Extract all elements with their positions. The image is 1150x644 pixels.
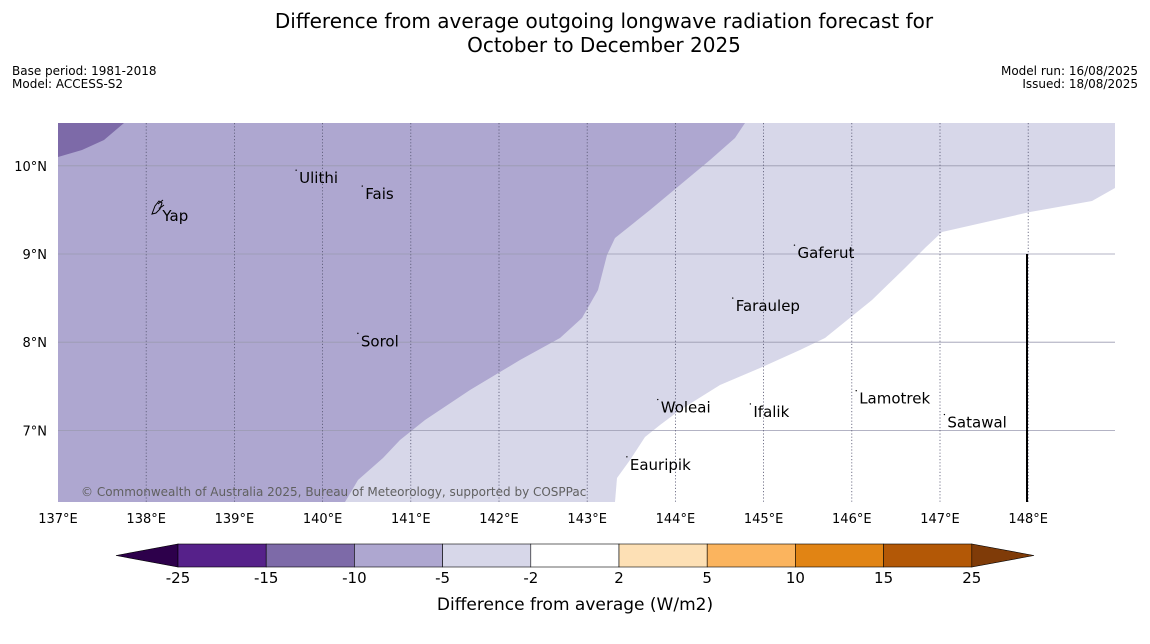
region-lavender	[58, 123, 745, 502]
place-marker	[158, 207, 161, 209]
colorbar-segment	[706, 543, 796, 568]
place-label: Gaferut	[797, 244, 854, 262]
place-marker	[732, 297, 734, 299]
place-label: Ifalik	[753, 403, 789, 421]
lon-tick-label: 139°E	[215, 512, 255, 527]
place-label: Sorol	[361, 332, 399, 350]
colorbar-tick-label: 5	[702, 569, 712, 587]
yap-island	[151, 199, 165, 215]
longitude-tick-labels: 137°E 138°E 139°E 140°E 141°E 142°E 143°E 144°E…	[38, 512, 1048, 527]
model-name: Model: ACCESS-S2	[12, 77, 124, 91]
lon-tick-label: 144°E	[656, 512, 696, 527]
base-period: Base period: 1981-2018	[12, 64, 157, 78]
colorbar-segment	[442, 543, 532, 568]
colorbar-tick-label: 15	[874, 569, 893, 587]
colorbar-segment	[883, 543, 973, 568]
meta-right: Model run: 16/08/2025 Issued: 18/08/2025	[1001, 65, 1138, 91]
colorbar-tick-label: 25	[962, 569, 981, 587]
lon-tick-label: 141°E	[391, 512, 431, 527]
place-marker	[749, 403, 752, 405]
colorbar-segment	[177, 543, 267, 568]
colorbar-tick-label: -15	[254, 569, 279, 587]
place-label: Eauripik	[630, 456, 691, 474]
place-label: Fais	[365, 185, 394, 203]
lat-tick-label: 7°N	[23, 424, 48, 439]
place-label: Satawal	[947, 414, 1006, 432]
lon-tick-label: 143°E	[567, 512, 607, 527]
place-marker	[295, 169, 297, 171]
issued-date: Issued: 18/08/2025	[1022, 77, 1138, 91]
colorbar-tick-label: -10	[342, 569, 367, 587]
gridlines	[58, 123, 1115, 502]
lon-tick-label: 146°E	[832, 512, 872, 527]
model-run: Model run: 16/08/2025	[1000, 64, 1138, 78]
lat-tick-label: 9°N	[23, 248, 48, 263]
map-plot-area	[58, 123, 1115, 502]
latitude-tick-labels: 10°N 9°N 8°N 7°N	[14, 160, 47, 440]
place-marker	[626, 456, 628, 458]
place-label: Faraulep	[736, 297, 800, 315]
place-label: Yap	[161, 207, 188, 225]
colorbar-segment	[265, 543, 355, 568]
region-purple	[58, 123, 124, 157]
colorbar-tick-label: -25	[166, 569, 191, 587]
title-line-2: October to December 2025	[467, 33, 741, 57]
place-marker	[361, 185, 363, 187]
colorbar-over-arrow	[971, 543, 1035, 568]
colorbar-under-arrow	[115, 543, 179, 568]
place-labels: Yap Ulithi Fais Gaferut Faraulep Sorol Lamotre…	[158, 169, 1007, 474]
place-label: Woleai	[661, 399, 711, 417]
colorbar-tick-label: 10	[786, 569, 805, 587]
lon-tick-label: 147°E	[920, 512, 960, 527]
lon-tick-label: 142°E	[479, 512, 519, 527]
colorbar-segment	[354, 543, 443, 568]
lon-tick-label: 137°E	[38, 512, 78, 527]
lon-tick-label: 140°E	[303, 512, 343, 527]
lat-tick-label: 10°N	[14, 160, 47, 175]
place-marker	[357, 332, 359, 335]
place-marker	[943, 413, 946, 416]
map-title: Difference from average outgoing longwav…	[0, 9, 1150, 57]
colorbar-title: Difference from average (W/m2)	[437, 595, 713, 615]
title-line-1: Difference from average outgoing longwav…	[274, 9, 934, 33]
meta-left: Base period: 1981-2018 Model: ACCESS-S2	[12, 65, 157, 91]
colorbar-tick-label: 2	[614, 569, 624, 587]
place-marker	[657, 398, 659, 401]
lon-tick-label: 148°E	[1008, 512, 1048, 527]
place-label: Ulithi	[299, 169, 338, 187]
copyright-notice: © Commonwealth of Australia 2025, Bureau…	[81, 485, 586, 499]
colorbar-segment	[618, 543, 708, 568]
lat-tick-label: 8°N	[23, 336, 48, 351]
place-marker	[855, 390, 857, 392]
lon-tick-label: 145°E	[744, 512, 784, 527]
place-marker	[793, 244, 796, 246]
place-label: Lamotrek	[859, 390, 930, 408]
colorbar-tick-label: -5	[435, 569, 450, 587]
colorbar: -25 -15 -10 -5 -2 2 5 10 15 25	[115, 543, 1035, 587]
colorbar-segment	[530, 543, 620, 568]
colorbar-segment	[795, 543, 884, 568]
colorbar-tick-label: -2	[523, 569, 538, 587]
lon-tick-label: 138°E	[126, 512, 166, 527]
